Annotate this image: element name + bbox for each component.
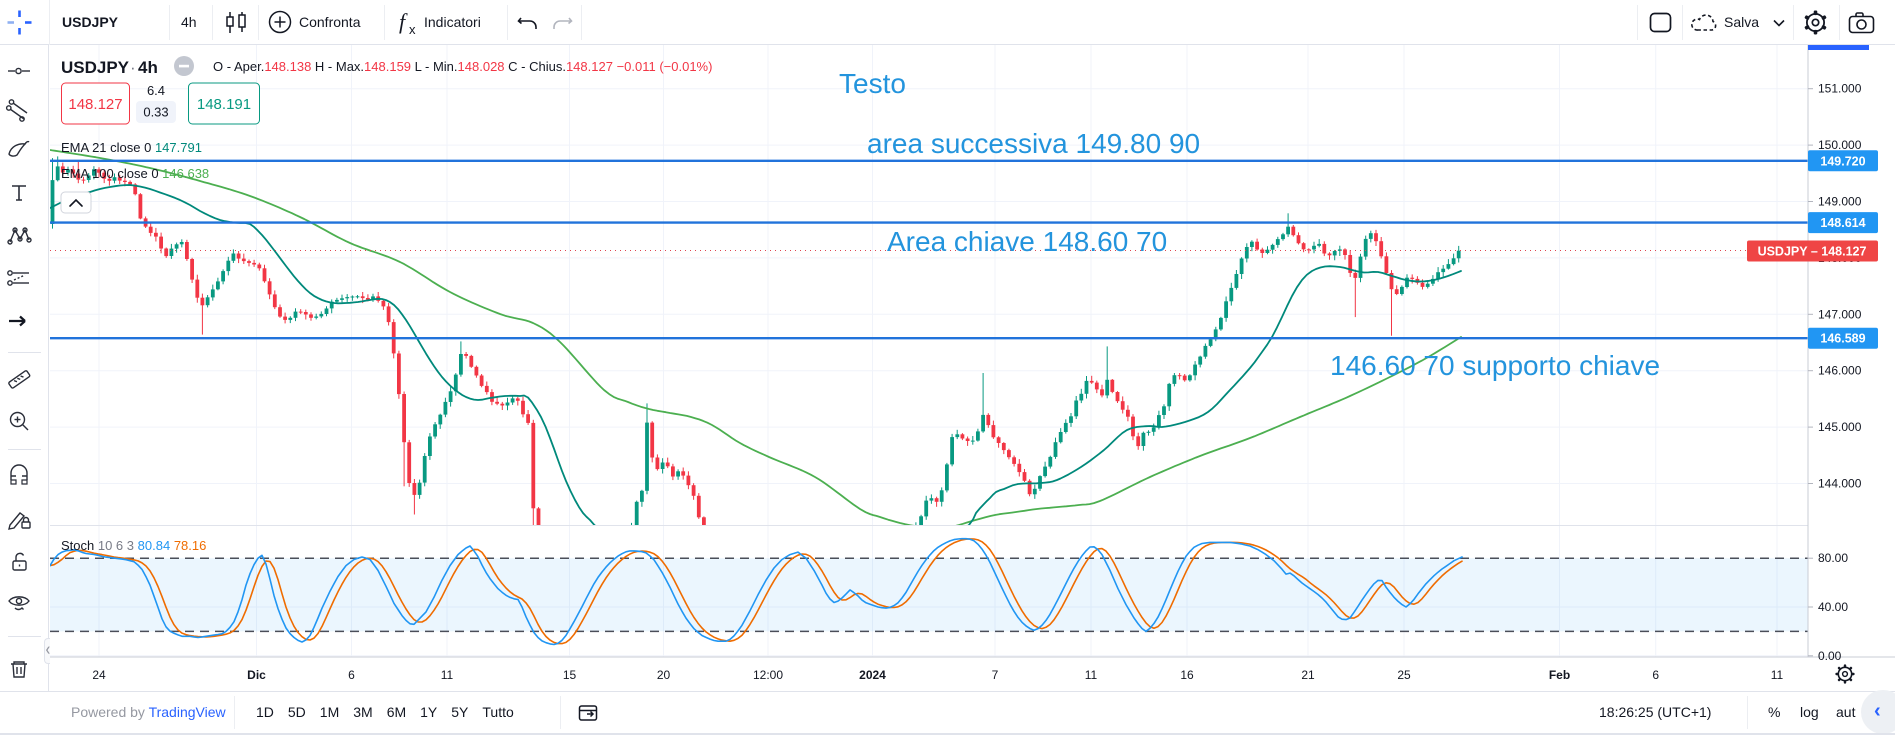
svg-text:6: 6 [1652, 668, 1659, 682]
svg-text:7: 7 [992, 668, 999, 682]
svg-text:4h: 4h [138, 58, 158, 77]
svg-text:area successiva 149.80 90: area successiva 149.80 90 [867, 128, 1200, 159]
svg-text:149.000: 149.000 [1818, 195, 1862, 209]
svg-text:6: 6 [348, 668, 355, 682]
svg-text:21: 21 [1301, 668, 1315, 682]
svg-text:6.4: 6.4 [147, 83, 165, 98]
svg-text:2024: 2024 [859, 668, 886, 682]
svg-text:11: 11 [441, 668, 454, 682]
svg-text:Feb: Feb [1549, 668, 1570, 682]
svg-text:146.589: 146.589 [1820, 332, 1865, 346]
svg-text:20: 20 [657, 668, 671, 682]
svg-text:12:00: 12:00 [753, 668, 783, 682]
svg-text:·: · [130, 58, 136, 77]
svg-text:11: 11 [1771, 668, 1784, 682]
svg-text:USDJPY: USDJPY [61, 58, 130, 77]
svg-text:11: 11 [1085, 668, 1098, 682]
svg-text:15: 15 [563, 668, 577, 682]
svg-text:Dic: Dic [247, 668, 266, 682]
svg-text:USDJPY – 148.127: USDJPY – 148.127 [1758, 245, 1867, 259]
svg-text:148.191: 148.191 [197, 96, 251, 113]
svg-text:150.000: 150.000 [1818, 138, 1862, 152]
svg-text:146.60 70 supporto chiave: 146.60 70 supporto chiave [1330, 350, 1660, 381]
svg-text:O - Aper.148.138 H - Max.148.: O - Aper.148.138 H - Max.148.159 L - Min… [213, 59, 712, 74]
svg-text:0.00: 0.00 [1818, 649, 1842, 663]
svg-text:146.000: 146.000 [1818, 364, 1862, 378]
svg-text:Testo: Testo [839, 68, 906, 99]
svg-text:16: 16 [1180, 668, 1194, 682]
svg-text:0.33: 0.33 [143, 105, 168, 120]
svg-text:144.000: 144.000 [1818, 477, 1862, 491]
svg-text:147.000: 147.000 [1818, 307, 1862, 321]
svg-text:149.720: 149.720 [1820, 154, 1865, 168]
svg-text:Area chiave 148.60 70: Area chiave 148.60 70 [887, 226, 1167, 257]
svg-text:151.000: 151.000 [1818, 82, 1862, 96]
svg-text:25: 25 [1397, 668, 1411, 682]
svg-text:x: x [409, 22, 416, 36]
svg-text:EMA 100 close 0 146.638: EMA 100 close 0 146.638 [61, 166, 209, 181]
svg-text:40.00: 40.00 [1818, 600, 1848, 614]
svg-text:148.614: 148.614 [1820, 216, 1865, 230]
svg-text:EMA 21 close 0 147.791: EMA 21 close 0 147.791 [61, 140, 202, 155]
svg-text:80.00: 80.00 [1818, 551, 1848, 565]
svg-text:f: f [399, 10, 408, 34]
svg-text:145.000: 145.000 [1818, 420, 1862, 434]
svg-text:148.127: 148.127 [68, 96, 122, 113]
svg-text:Stoch 10 6 3 80.84 78.16: Stoch 10 6 3 80.84 78.16 [61, 538, 206, 553]
svg-text:24: 24 [92, 668, 106, 682]
